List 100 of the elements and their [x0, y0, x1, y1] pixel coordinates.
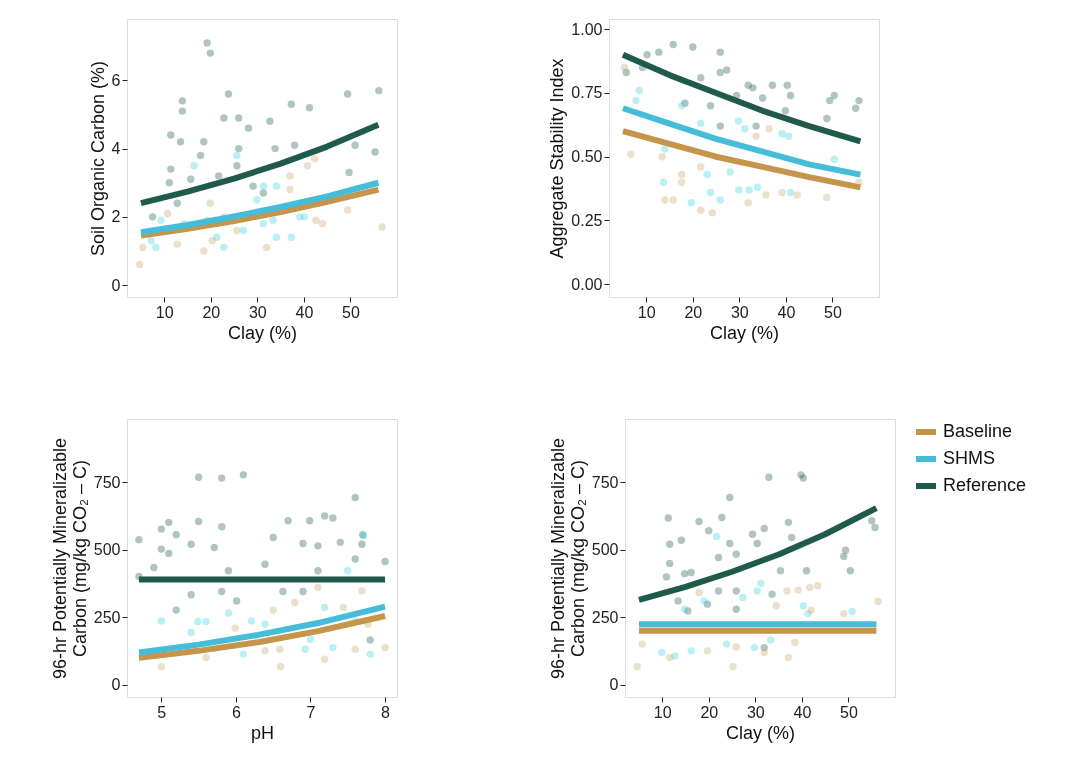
point [157, 663, 166, 671]
point [165, 518, 173, 527]
point [299, 539, 307, 548]
point [320, 603, 329, 612]
point [722, 640, 731, 648]
point [329, 514, 337, 522]
y-tick-label: 750 [591, 473, 619, 491]
point [381, 643, 389, 652]
point [776, 566, 785, 575]
point [157, 545, 166, 553]
y-axis-title: Soil Organic Carbon (%) [87, 60, 108, 257]
point [655, 48, 663, 56]
point [314, 566, 322, 575]
point [172, 606, 180, 614]
point [784, 653, 793, 662]
point [840, 552, 848, 561]
point [381, 557, 389, 566]
point [345, 168, 353, 177]
point [768, 590, 776, 598]
point [139, 243, 147, 252]
point [279, 587, 287, 596]
point [167, 165, 175, 173]
point [848, 607, 856, 616]
point [823, 114, 831, 123]
point [697, 73, 705, 82]
point [749, 84, 757, 92]
point [176, 138, 185, 146]
point [249, 182, 257, 190]
point [167, 131, 175, 139]
point [147, 237, 155, 245]
point [799, 602, 807, 610]
point [305, 103, 314, 112]
point [674, 597, 682, 605]
point [351, 555, 359, 563]
point [823, 193, 831, 202]
point [772, 602, 780, 610]
point [744, 198, 752, 207]
point [351, 645, 359, 653]
point [318, 219, 327, 228]
point [290, 141, 299, 149]
point [314, 583, 322, 592]
point [220, 243, 228, 252]
point [687, 647, 695, 655]
point [259, 189, 268, 197]
point [165, 549, 173, 558]
point [287, 233, 296, 242]
point [203, 39, 211, 47]
point [239, 650, 248, 658]
point [669, 40, 677, 49]
point [658, 153, 666, 161]
x-tick-label: 30 [248, 303, 267, 321]
x-tick-label: 20 [700, 703, 719, 721]
point [208, 237, 216, 245]
point [371, 148, 379, 156]
point [301, 645, 309, 653]
point [200, 247, 208, 255]
point [706, 102, 715, 110]
point [351, 141, 359, 149]
point [781, 107, 790, 115]
point [213, 233, 221, 242]
point [705, 527, 713, 535]
point [706, 188, 715, 197]
y-tick-label: 0.00 [571, 275, 603, 293]
point [786, 91, 795, 100]
x-tick-label: 50 [824, 303, 842, 321]
point [632, 96, 640, 105]
point [726, 168, 734, 176]
point [758, 94, 767, 102]
point [231, 624, 239, 632]
x-axis-title: Clay (%) [227, 322, 298, 343]
point [194, 473, 203, 481]
point [807, 606, 815, 614]
point [206, 199, 215, 207]
point [310, 155, 319, 163]
point [786, 188, 795, 197]
point [218, 522, 226, 531]
point [190, 161, 198, 170]
point [276, 663, 285, 671]
point [633, 663, 641, 671]
x-tick-label: 40 [777, 303, 796, 321]
point [178, 107, 187, 115]
point [752, 132, 760, 141]
point [165, 179, 174, 187]
point [259, 182, 268, 190]
legend-label: SHMS [943, 448, 996, 468]
point [366, 636, 374, 644]
point [765, 473, 773, 481]
point [830, 155, 839, 163]
point [287, 100, 296, 108]
point [703, 647, 712, 655]
point [716, 68, 724, 77]
x-tick-label: 40 [793, 703, 812, 721]
point [296, 213, 304, 221]
point [794, 586, 802, 594]
point [745, 186, 753, 194]
point [218, 474, 226, 482]
x-axis-title: Clay (%) [709, 322, 780, 343]
point [700, 597, 708, 605]
x-tick-label: 10 [637, 303, 656, 321]
point [202, 653, 210, 662]
